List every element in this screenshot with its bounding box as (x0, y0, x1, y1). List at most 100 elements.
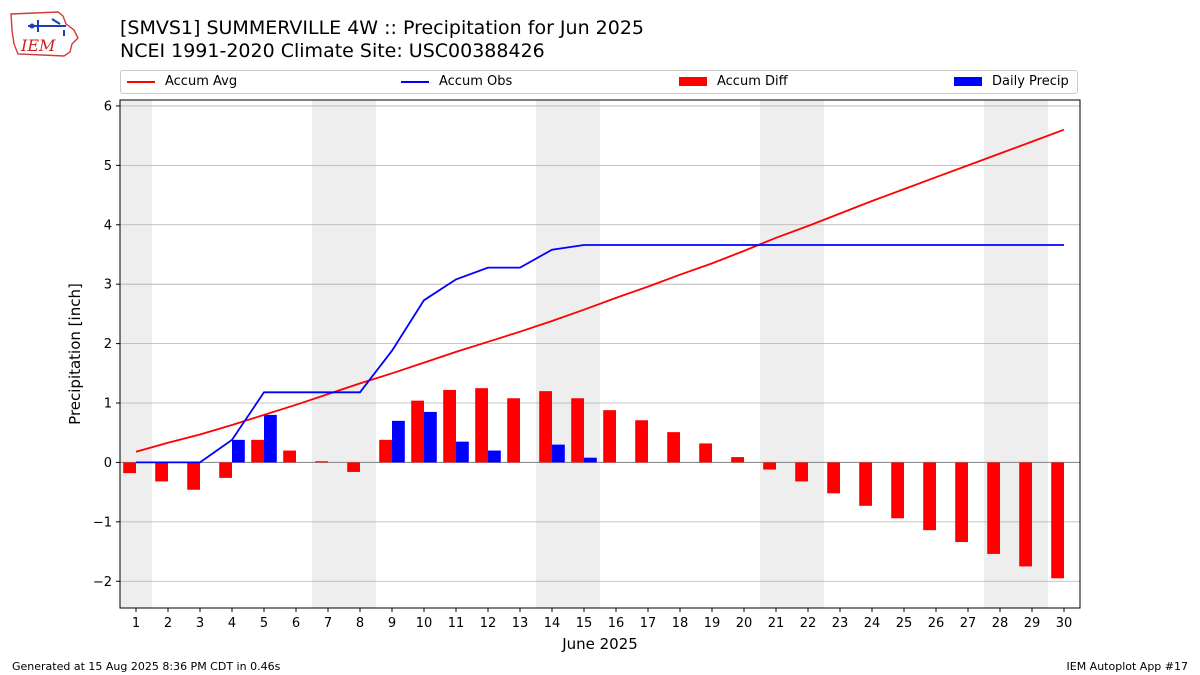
diff-bar-day-11 (443, 389, 456, 463)
x-tick-label-24: 24 (864, 616, 881, 631)
diff-bar-day-5 (251, 439, 264, 463)
legend-label-daily-precip: Daily Precip (992, 74, 1069, 89)
legend-swatch-daily-precip (954, 77, 982, 86)
footer-generated: Generated at 15 Aug 2025 8:36 PM CDT in … (12, 660, 281, 673)
weekend-bands (120, 100, 1048, 608)
diff-bar-day-28 (987, 462, 1000, 554)
grid-lines (120, 105, 1080, 582)
line-marks (135, 128, 1065, 464)
footer-app-name: IEM Autoplot App #17 (1066, 660, 1189, 673)
x-tick-label-14: 14 (544, 616, 561, 631)
daily-precip-bar-day-15 (584, 457, 597, 463)
y-tick-label-7: 5 (104, 159, 112, 174)
x-tick-label-19: 19 (704, 616, 721, 631)
diff-bar-day-8 (347, 462, 360, 472)
x-tick-label-21: 21 (768, 616, 785, 631)
y-tick-label-2: 0 (104, 456, 112, 471)
diff-bar-day-17 (635, 420, 648, 463)
plot-frame (119, 99, 1081, 609)
daily-precip-bar-day-10 (424, 411, 437, 463)
diff-bar-day-10 (411, 400, 424, 463)
diff-bar-day-16 (603, 410, 616, 463)
diff-bar-day-22 (795, 462, 808, 482)
weekend-band-0 (120, 100, 152, 608)
x-tick-label-12: 12 (480, 616, 497, 631)
legend-label-accum-obs: Accum Obs (439, 74, 513, 89)
y-axis-ticks: −2 −1 0 1 2 3 4 5 6 (93, 99, 120, 590)
diff-bar-day-18 (667, 432, 680, 463)
diff-bar-day-20 (731, 457, 744, 463)
legend-item-accum-obs: Accum Obs (401, 74, 512, 89)
logo-text: IEM (20, 36, 56, 55)
x-tick-label-26: 26 (928, 616, 945, 631)
diff-bar-day-13 (507, 398, 520, 463)
diff-bar-day-23 (827, 462, 840, 494)
x-tick-label-16: 16 (608, 616, 625, 631)
x-tick-label-8: 8 (356, 616, 364, 631)
iem-logo: IEM (10, 11, 79, 57)
chart-title: [SMVS1] SUMMERVILLE 4W :: Precipitation … (120, 17, 645, 39)
bar-marks (123, 388, 1064, 579)
x-tick-label-22: 22 (800, 616, 817, 631)
y-tick-label-6: 4 (104, 218, 112, 233)
x-tick-label-20: 20 (736, 616, 753, 631)
x-tick-label-7: 7 (324, 616, 332, 631)
x-tick-label-9: 9 (388, 616, 396, 631)
y-axis-label: Precipitation [inch] (66, 283, 84, 425)
diff-bar-day-19 (699, 443, 712, 463)
daily-precip-bar-day-9 (392, 420, 405, 463)
diff-bar-day-15 (571, 398, 584, 463)
diff-bar-day-3 (187, 462, 200, 490)
daily-precip-bar-day-12 (488, 450, 501, 463)
x-tick-label-13: 13 (512, 616, 529, 631)
diff-bar-day-30 (1051, 462, 1064, 579)
y-tick-label-5: 3 (104, 278, 112, 293)
x-tick-label-29: 29 (1024, 616, 1041, 631)
diff-bar-day-2 (155, 462, 168, 482)
daily-precip-bar-day-5 (264, 414, 277, 463)
weather-station-icon (28, 18, 66, 36)
x-axis-ticks: 1 2 3 4 5 6 7 8 9 10 11 12 13 14 15 16 17 18 19 20 21 22 23 24 2… (132, 608, 1072, 631)
diff-bar-day-1 (123, 462, 136, 474)
diff-bar-day-14 (539, 391, 552, 463)
accum-obs-line (136, 244, 1064, 464)
x-tick-label-17: 17 (640, 616, 657, 631)
legend-swatch-accum-diff (679, 77, 707, 86)
x-tick-label-28: 28 (992, 616, 1009, 631)
legend-item-daily-precip: Daily Precip (954, 74, 1069, 89)
diff-bar-day-24 (859, 462, 872, 506)
x-tick-label-6: 6 (292, 616, 300, 631)
accum-avg-line (135, 128, 1065, 453)
weekend-band-2 (536, 100, 600, 608)
y-tick-label-0: −2 (93, 575, 112, 590)
diff-bar-day-29 (1019, 462, 1032, 567)
legend: Accum Avg Accum Obs Accum Diff Daily Pre… (120, 70, 1078, 94)
x-tick-label-2: 2 (164, 616, 172, 631)
x-tick-label-1: 1 (132, 616, 140, 631)
x-tick-label-18: 18 (672, 616, 689, 631)
weekend-band-1 (312, 100, 376, 608)
x-tick-label-15: 15 (576, 616, 593, 631)
diff-bar-day-26 (923, 462, 936, 531)
x-tick-label-3: 3 (196, 616, 204, 631)
legend-item-accum-avg: Accum Avg (127, 74, 237, 89)
diff-bar-day-25 (891, 462, 904, 519)
legend-item-accum-diff: Accum Diff (679, 74, 788, 89)
x-tick-label-30: 30 (1056, 616, 1073, 631)
legend-label-accum-diff: Accum Diff (717, 74, 788, 89)
x-tick-label-4: 4 (228, 616, 236, 631)
legend-swatch-accum-avg (127, 80, 155, 83)
y-tick-label-8: 6 (104, 99, 112, 114)
diff-bar-day-6 (283, 450, 296, 463)
x-axis-label: June 2025 (561, 635, 638, 653)
diff-bar-day-12 (475, 388, 488, 463)
x-tick-label-5: 5 (260, 616, 268, 631)
daily-precip-bar-day-11 (456, 441, 469, 463)
x-tick-label-27: 27 (960, 616, 977, 631)
diff-bar-day-21 (763, 462, 776, 470)
diff-bar-day-27 (955, 462, 968, 543)
daily-precip-bar-day-4 (232, 439, 245, 463)
diff-bar-day-7 (315, 461, 328, 463)
legend-label-accum-avg: Accum Avg (165, 74, 238, 89)
